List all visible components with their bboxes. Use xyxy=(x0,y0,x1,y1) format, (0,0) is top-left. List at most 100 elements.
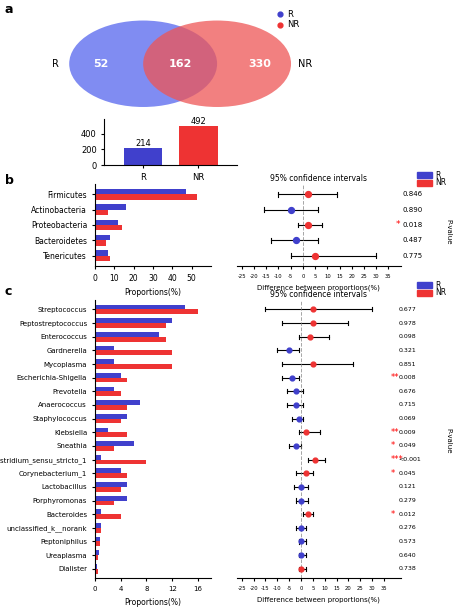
Text: 0.279: 0.279 xyxy=(398,498,416,503)
Text: <0.001: <0.001 xyxy=(398,457,421,462)
Bar xyxy=(95,537,100,542)
Text: 0.573: 0.573 xyxy=(398,539,416,544)
Text: 0.640: 0.640 xyxy=(398,553,416,558)
Text: **: ** xyxy=(391,428,400,437)
Point xyxy=(297,482,305,492)
Point xyxy=(288,373,295,382)
Bar xyxy=(95,209,109,215)
Text: 214: 214 xyxy=(135,139,151,147)
Text: 330: 330 xyxy=(248,59,271,69)
Text: a: a xyxy=(5,3,13,16)
Title: 95% confidence intervals: 95% confidence intervals xyxy=(270,174,367,183)
Text: 0.978: 0.978 xyxy=(398,321,416,326)
Text: ***: *** xyxy=(391,455,404,464)
Bar xyxy=(95,310,198,314)
X-axis label: Proportions(%): Proportions(%) xyxy=(124,597,182,606)
Bar xyxy=(417,180,432,186)
Point xyxy=(297,537,305,547)
Bar xyxy=(95,501,114,506)
Bar xyxy=(95,373,120,378)
Text: P-value: P-value xyxy=(446,218,452,244)
Text: R: R xyxy=(435,171,440,180)
Point xyxy=(292,441,300,451)
Point xyxy=(292,236,300,245)
Text: 0.846: 0.846 xyxy=(403,192,423,197)
Point xyxy=(302,468,310,478)
Text: 0.890: 0.890 xyxy=(403,207,423,212)
Text: **: ** xyxy=(391,373,400,382)
Bar xyxy=(95,542,100,547)
Text: 0.676: 0.676 xyxy=(398,389,416,394)
Point xyxy=(302,427,310,437)
Text: R: R xyxy=(52,59,58,69)
Bar xyxy=(95,496,127,501)
Bar xyxy=(95,441,134,446)
Bar xyxy=(95,555,98,560)
Bar xyxy=(95,468,120,473)
Point xyxy=(297,523,305,532)
Bar xyxy=(179,126,218,165)
Point xyxy=(287,204,294,215)
Bar xyxy=(95,569,98,573)
X-axis label: Difference between proportions(%): Difference between proportions(%) xyxy=(257,285,380,291)
Bar xyxy=(95,337,166,341)
Text: 0.121: 0.121 xyxy=(398,484,416,490)
Text: 0.008: 0.008 xyxy=(398,375,416,380)
Text: 52: 52 xyxy=(93,59,108,69)
Point xyxy=(276,9,283,19)
Point xyxy=(297,550,305,560)
Text: P-value: P-value xyxy=(446,428,452,453)
Bar xyxy=(95,220,118,225)
Bar xyxy=(95,528,101,532)
Bar xyxy=(417,290,432,296)
Bar xyxy=(95,318,172,323)
Bar xyxy=(95,189,186,195)
Point xyxy=(297,564,305,573)
Bar xyxy=(95,432,127,437)
Text: 0.012: 0.012 xyxy=(398,512,416,517)
Bar xyxy=(95,523,101,528)
Text: *: * xyxy=(391,441,395,450)
Text: 0.049: 0.049 xyxy=(398,444,416,449)
Bar xyxy=(95,225,122,230)
Point xyxy=(297,496,305,506)
Bar xyxy=(95,460,146,465)
Text: NR: NR xyxy=(435,178,446,187)
Bar xyxy=(95,400,140,405)
Bar xyxy=(95,235,110,241)
Bar xyxy=(417,282,432,288)
Bar xyxy=(95,241,106,245)
Text: 0.276: 0.276 xyxy=(398,525,416,531)
Bar xyxy=(95,378,127,382)
Point xyxy=(276,20,283,29)
Point xyxy=(295,414,302,424)
Point xyxy=(309,318,317,328)
Point xyxy=(292,400,300,410)
Bar xyxy=(95,419,120,424)
Text: 0.018: 0.018 xyxy=(403,222,423,228)
Bar xyxy=(95,550,99,555)
Point xyxy=(304,220,311,230)
Bar xyxy=(95,455,101,460)
Bar xyxy=(95,256,110,261)
Bar xyxy=(95,323,166,328)
Ellipse shape xyxy=(69,21,217,107)
Bar xyxy=(95,487,120,491)
Bar xyxy=(95,391,120,396)
Bar xyxy=(95,514,120,519)
Text: c: c xyxy=(5,285,12,297)
Text: 0.009: 0.009 xyxy=(398,430,416,435)
Point xyxy=(304,190,311,200)
Bar xyxy=(95,305,185,310)
Bar xyxy=(95,473,127,478)
Text: 0.738: 0.738 xyxy=(398,566,416,571)
Point xyxy=(311,251,319,261)
Point xyxy=(309,359,317,369)
Point xyxy=(285,346,293,356)
X-axis label: Difference between proportions(%): Difference between proportions(%) xyxy=(257,597,380,603)
Text: *: * xyxy=(391,469,395,478)
Text: NR: NR xyxy=(298,59,312,69)
Bar xyxy=(95,387,114,391)
Point xyxy=(292,386,300,396)
Text: 0.715: 0.715 xyxy=(398,403,416,408)
